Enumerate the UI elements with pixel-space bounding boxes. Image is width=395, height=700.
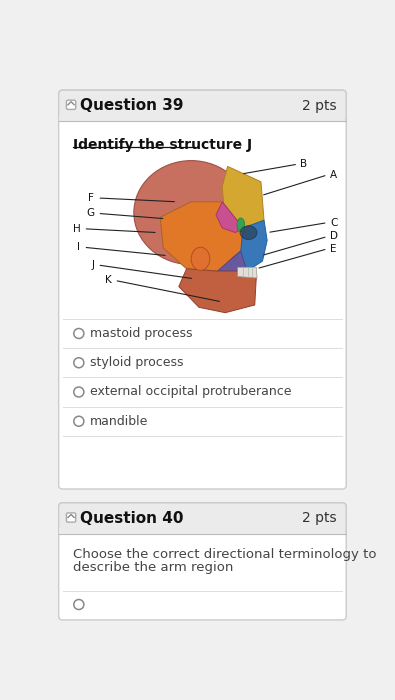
Circle shape: [74, 416, 84, 426]
Text: Identify the structure J: Identify the structure J: [73, 138, 252, 152]
Text: J: J: [91, 260, 94, 270]
Text: F: F: [88, 193, 94, 203]
Circle shape: [74, 328, 84, 339]
Text: 2 pts: 2 pts: [302, 511, 337, 525]
Text: I: I: [77, 242, 80, 252]
Text: C: C: [330, 218, 337, 228]
Text: D: D: [330, 232, 338, 242]
Polygon shape: [179, 269, 256, 313]
Text: A: A: [330, 170, 337, 180]
Circle shape: [74, 599, 84, 610]
Text: Choose the correct directional terminology to: Choose the correct directional terminolo…: [73, 547, 376, 561]
Polygon shape: [231, 220, 267, 271]
FancyBboxPatch shape: [59, 90, 346, 489]
FancyBboxPatch shape: [59, 503, 346, 620]
Bar: [60, 528, 345, 535]
Text: styloid process: styloid process: [90, 356, 183, 369]
Text: Question 40: Question 40: [80, 511, 184, 526]
Text: describe the arm region: describe the arm region: [73, 561, 233, 575]
Text: G: G: [86, 209, 94, 218]
Polygon shape: [216, 202, 243, 232]
FancyBboxPatch shape: [59, 503, 346, 533]
Text: external occipital protruberance: external occipital protruberance: [90, 386, 291, 398]
Text: H: H: [73, 224, 80, 234]
Circle shape: [74, 358, 84, 368]
Polygon shape: [218, 251, 256, 286]
Text: mastoid process: mastoid process: [90, 327, 192, 340]
Text: K: K: [105, 275, 111, 286]
Ellipse shape: [191, 247, 210, 270]
FancyBboxPatch shape: [66, 513, 76, 522]
Text: Question 39: Question 39: [80, 98, 184, 113]
Polygon shape: [160, 202, 243, 271]
Text: 2 pts: 2 pts: [302, 99, 337, 113]
Text: mandible: mandible: [90, 415, 148, 428]
Bar: [60, 115, 345, 122]
Text: E: E: [330, 244, 337, 254]
Ellipse shape: [240, 225, 257, 239]
Ellipse shape: [237, 218, 245, 232]
FancyBboxPatch shape: [59, 90, 346, 121]
Polygon shape: [238, 267, 257, 278]
Text: B: B: [301, 159, 308, 169]
Ellipse shape: [134, 160, 248, 265]
FancyBboxPatch shape: [66, 100, 76, 109]
Circle shape: [74, 387, 84, 397]
Polygon shape: [222, 167, 264, 228]
